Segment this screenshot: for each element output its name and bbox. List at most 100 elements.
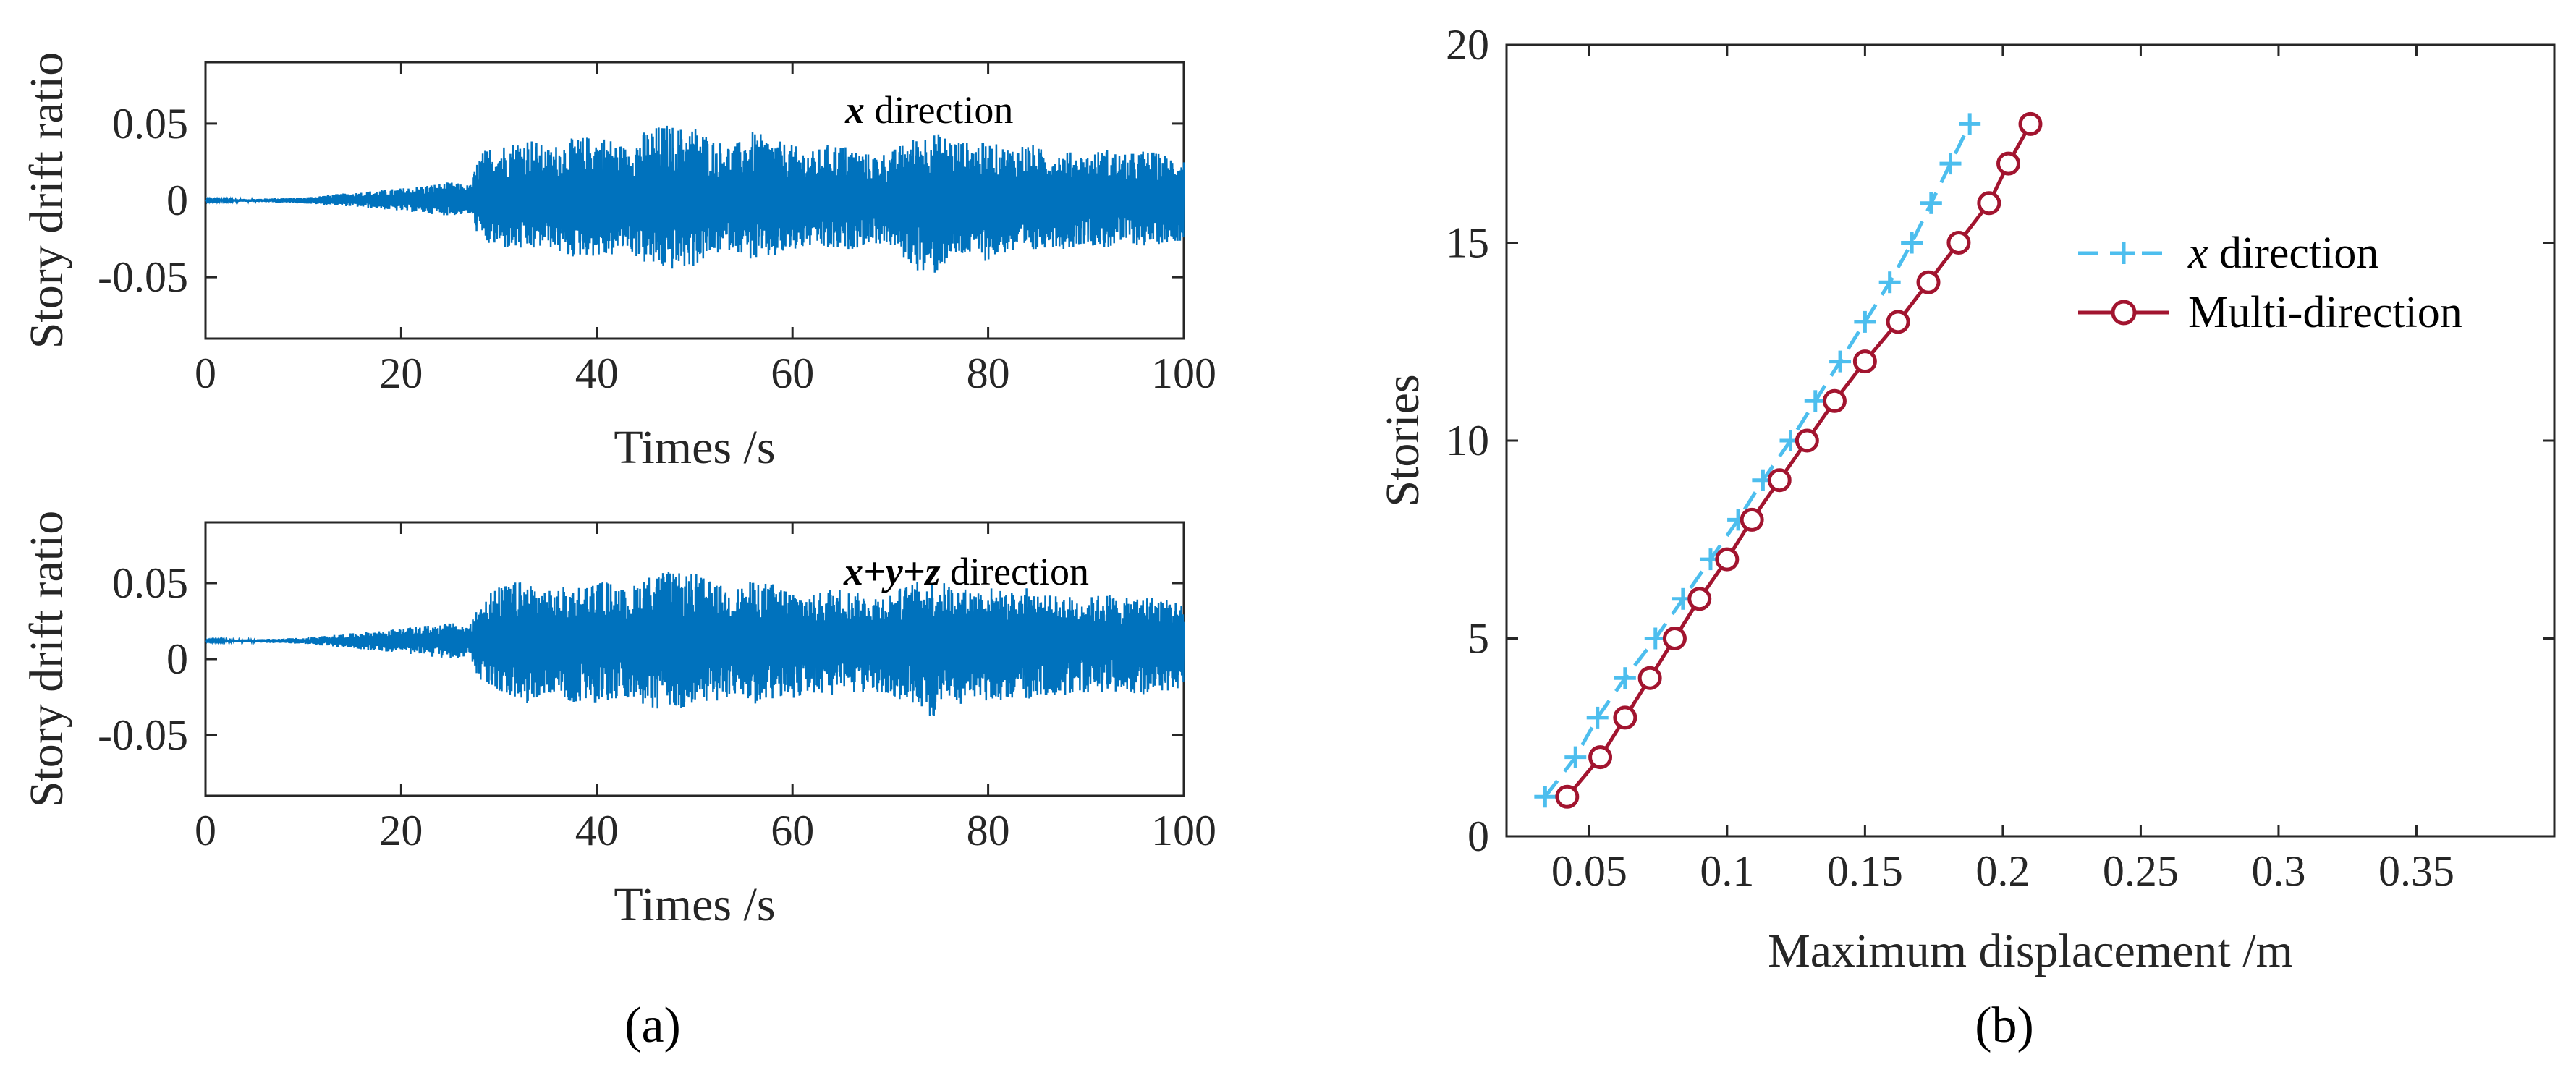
data-point-circle: [1662, 627, 1687, 650]
x-tick-label: 40: [575, 349, 619, 397]
x-tick-label: 0: [195, 807, 216, 854]
data-point-plus: [1901, 232, 1923, 254]
data-point-circle: [1740, 507, 1764, 532]
data-point-plus: [1878, 271, 1901, 294]
data-point-circle: [1886, 310, 1910, 334]
y-axis-label-b: Stories: [1376, 374, 1429, 506]
data-point-plus: [1644, 627, 1666, 650]
x-tick-label: 20: [379, 807, 423, 854]
panel-label-a: (a): [624, 998, 681, 1053]
data-point-plus: [1804, 390, 1826, 412]
x-tick-label: 100: [1151, 349, 1216, 397]
y-tick-label: 0: [166, 177, 188, 224]
legend-entry-multi-direction: Multi-direction: [2078, 288, 2462, 337]
y-ticks-a-bottom: -0.05 0 0.05: [98, 559, 1184, 759]
x-tick-label: 0.1: [1700, 847, 1754, 895]
chart-b: 0.05 0.1 0.15 0.2 0.25 0.3 0.35 0 5 10 15 20 Maxim…: [1376, 21, 2556, 977]
plot-frame-b: [1505, 43, 2556, 838]
x-axis-label-a-bottom: Times /s: [614, 878, 775, 931]
legend-label-x-var: x: [2187, 229, 2208, 278]
annotation-a-bottom-rest: direction: [941, 550, 1089, 593]
legend-label-x-direction: x direction: [2187, 229, 2378, 278]
y-tick-label: 0: [1467, 812, 1489, 860]
y-tick-label: 20: [1446, 21, 1489, 69]
data-point-plus: [1534, 786, 1556, 808]
data-point-plus: [1920, 192, 1942, 214]
legend-marker-circle: [2111, 300, 2137, 326]
legend-b: x direction Multi-direction: [2078, 229, 2462, 337]
data-point-circle: [1555, 784, 1580, 809]
x-tick-label: 0: [195, 349, 216, 397]
x-axis-label-a-top: Times /s: [614, 421, 775, 474]
y-ticks-b: 0 5 10 15 20: [1446, 21, 2554, 860]
data-point-plus: [1564, 746, 1587, 768]
x-tick-label: 0.25: [2103, 847, 2179, 895]
signal-line-a-top: [204, 125, 1185, 273]
series-line-0: [1543, 123, 1972, 798]
data-point-circle: [1946, 231, 1971, 255]
x-tick-label: 100: [1151, 807, 1216, 854]
legend-marker-plus: [2113, 242, 2135, 264]
y-axis-label-a-bottom: Story drift ratio: [20, 511, 73, 808]
x-tick-label: 0.35: [2378, 847, 2454, 895]
data-point-circle: [1687, 587, 1712, 611]
x-tick-label: 0.2: [1975, 847, 2030, 895]
legend-label-multi-direction: Multi-direction: [2188, 288, 2462, 337]
data-point-circle: [1822, 388, 1847, 413]
chart-a-bottom: 0 20 40 60 80 100 -0.05 0 0.05 Times /s Story d…: [20, 511, 1216, 931]
x-tick-label: 80: [967, 349, 1010, 397]
y-tick-label: 0.05: [112, 559, 188, 607]
y-axis-label-a-top: Story drift ratio: [20, 52, 73, 349]
panel-label-b: (b): [1975, 998, 2034, 1053]
data-point-plus: [1829, 350, 1852, 373]
y-ticks-a-top: -0.05 0 0.05: [98, 100, 1184, 301]
data-point-circle: [1996, 151, 2021, 176]
y-tick-label: 5: [1467, 615, 1489, 663]
data-point-circle: [1977, 191, 2001, 216]
annotation-a-top: x direction: [844, 88, 1013, 132]
x-tick-label: 20: [379, 349, 423, 397]
y-tick-label: 0: [166, 635, 188, 683]
x-ticks-b: 0.05 0.1 0.15 0.2 0.25 0.3 0.35: [1551, 45, 2454, 895]
data-point-circle: [1916, 270, 1941, 294]
x-tick-label: 0.05: [1551, 847, 1627, 895]
series-group-b: [1534, 111, 2043, 809]
data-point-circle: [1613, 705, 1637, 730]
annotation-a-top-var: x: [844, 88, 865, 132]
data-point-plus: [1939, 153, 1962, 175]
data-point-plus: [1854, 310, 1876, 333]
x-tick-label: 60: [771, 807, 814, 854]
y-tick-label: -0.05: [98, 711, 188, 759]
annotation-a-bottom: x+y+z direction: [843, 550, 1089, 593]
x-tick-label: 80: [967, 807, 1010, 854]
x-ticks-a-bottom: 0 20 40 60 80 100: [195, 522, 1216, 854]
series-line-1: [1565, 123, 2033, 798]
y-tick-label: 15: [1446, 219, 1489, 267]
data-point-circle: [2018, 111, 2043, 136]
x-tick-label: 0.3: [2251, 847, 2305, 895]
y-tick-label: 0.05: [112, 100, 188, 148]
data-point-circle: [1637, 666, 1662, 690]
legend-entry-x-direction: x direction: [2078, 229, 2378, 278]
x-tick-label: 40: [575, 807, 619, 854]
data-point-circle: [1795, 428, 1819, 453]
annotation-a-bottom-var: x+y+z: [843, 550, 941, 593]
data-point-circle: [1715, 547, 1740, 572]
data-point-circle: [1852, 349, 1877, 374]
data-point-circle: [1767, 468, 1792, 493]
x-tick-label: 60: [771, 349, 814, 397]
data-point-circle: [1588, 745, 1613, 770]
data-point-plus: [1586, 706, 1609, 729]
x-ticks-a-top: 0 20 40 60 80 100: [195, 62, 1216, 397]
x-axis-label-b: Maximum displacement /m: [1768, 925, 2293, 977]
data-point-plus: [1959, 113, 1981, 135]
y-tick-label: 10: [1446, 417, 1489, 464]
y-tick-label: -0.05: [98, 253, 188, 301]
data-point-plus: [1614, 667, 1636, 689]
signal-line-a-bottom: [204, 572, 1185, 716]
legend-label-x-rest: direction: [2208, 229, 2379, 278]
x-tick-label: 0.15: [1827, 847, 1903, 895]
annotation-a-top-rest: direction: [865, 88, 1013, 132]
